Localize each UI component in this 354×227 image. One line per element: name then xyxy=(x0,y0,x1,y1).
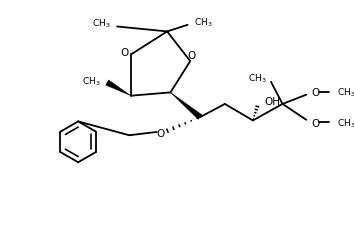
Text: CH$_3$: CH$_3$ xyxy=(82,75,101,87)
Polygon shape xyxy=(171,93,202,120)
Text: CH$_3$: CH$_3$ xyxy=(92,18,111,30)
Text: O: O xyxy=(120,48,129,58)
Text: O: O xyxy=(187,51,195,61)
Text: CH$_3$: CH$_3$ xyxy=(337,86,354,99)
Text: OH: OH xyxy=(264,96,280,106)
Text: O: O xyxy=(312,87,320,97)
Text: CH$_3$: CH$_3$ xyxy=(337,117,354,129)
Text: O: O xyxy=(157,128,165,138)
Text: CH$_3$: CH$_3$ xyxy=(194,16,212,29)
Polygon shape xyxy=(106,81,131,96)
Text: O: O xyxy=(312,118,320,128)
Text: CH$_3$: CH$_3$ xyxy=(248,72,266,84)
